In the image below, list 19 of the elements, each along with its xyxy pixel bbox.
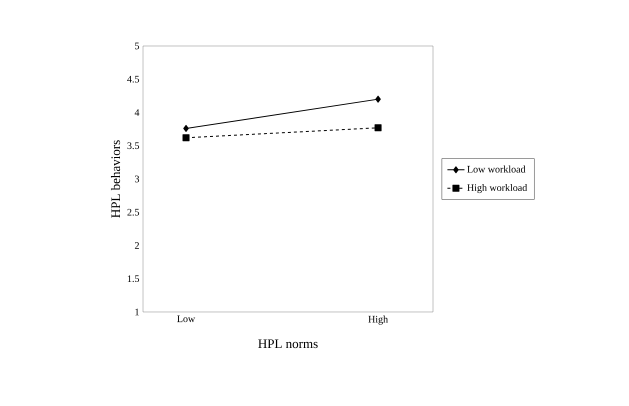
point [183, 124, 189, 132]
y-tick-label: 1.5 [128, 275, 140, 282]
point [375, 96, 381, 103]
y-tick-label: 4.5 [127, 76, 140, 83]
y-tick-label: 2 [134, 242, 139, 249]
y-tick-label: 2.5 [127, 208, 140, 216]
y-tick-label: 4 [134, 109, 140, 116]
y-tick-label: 3 [134, 176, 140, 182]
x-axis-title: HPL norms [258, 339, 318, 348]
y-tick-label: 1 [135, 308, 139, 316]
x-tick-label: Low [177, 316, 196, 322]
y-tick-label: 5 [135, 42, 140, 50]
y-axis-title: HPL behaviors [110, 140, 120, 218]
x-tick-label: High [368, 316, 388, 325]
legend-label: High workload [467, 184, 528, 194]
y-tick-label: 3.5 [127, 142, 140, 150]
point [374, 124, 382, 132]
point [182, 134, 190, 142]
legend-label: Low workload [467, 166, 526, 173]
